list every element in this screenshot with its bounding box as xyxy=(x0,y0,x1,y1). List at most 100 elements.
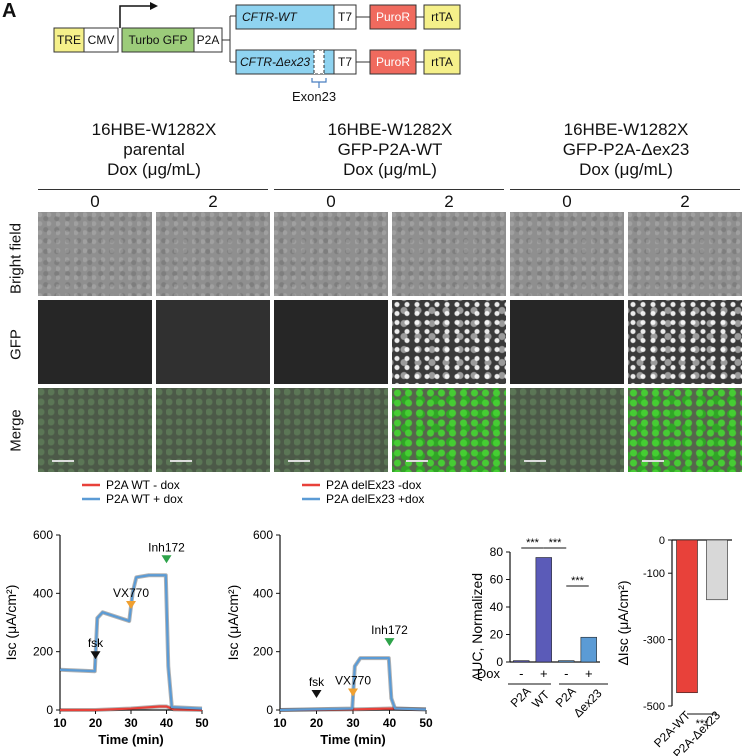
micrograph-merge xyxy=(392,388,506,472)
y-tick-label: 200 xyxy=(33,645,53,659)
y-tick-label: 80 xyxy=(490,545,504,559)
y-tick-label: 0 xyxy=(496,655,503,669)
y-tick-label: 200 xyxy=(253,645,273,659)
rtta-box-2 xyxy=(423,49,461,75)
micrograph-gfp xyxy=(628,300,742,384)
micrograph-gfp xyxy=(392,300,506,384)
x-tick-label: 40 xyxy=(160,716,174,730)
y-tick-label: 400 xyxy=(33,586,53,600)
micrograph-bf xyxy=(628,212,742,296)
group-label: P2A xyxy=(508,684,534,710)
micrograph-bf xyxy=(38,212,152,296)
annotation-arrow xyxy=(311,690,322,698)
x-tick-label: 10 xyxy=(53,716,67,730)
sig-label: *** xyxy=(549,537,563,549)
group-label: Δex23 xyxy=(571,686,605,720)
x-tick-label: 40 xyxy=(383,716,397,730)
x-tick-label: 10 xyxy=(273,716,287,730)
micrograph-merge xyxy=(274,388,388,472)
y-tick-label: 0 xyxy=(266,703,273,717)
row-label-bright-field: Bright field xyxy=(7,223,25,294)
header-divider-2 xyxy=(274,189,504,190)
bar xyxy=(513,660,530,663)
row-label-gfp: GFP xyxy=(7,329,25,360)
construct-diagram xyxy=(53,2,461,88)
y-tick-label: 600 xyxy=(253,528,273,542)
dox-sign: + xyxy=(585,666,593,681)
y-tick-label: 400 xyxy=(253,586,273,600)
series-line xyxy=(59,574,203,710)
y-tick-label: 0 xyxy=(46,703,53,717)
x-tick-label: 50 xyxy=(195,716,209,730)
scale-bar xyxy=(52,460,74,462)
puro-label-2: PuroR xyxy=(375,55,410,69)
t7-label-2: T7 xyxy=(337,55,352,69)
puro-box-1 xyxy=(369,4,417,30)
header-divider-1 xyxy=(38,189,268,190)
puro-label-1: PuroR xyxy=(375,10,410,24)
exon-gap xyxy=(313,49,325,75)
y-tick-label: 600 xyxy=(33,528,53,542)
y-axis-label: ΔIsc (μA/cm²) xyxy=(615,580,631,665)
cftr-del-label: CFTR-Δex23 xyxy=(240,55,311,69)
annotation-label: Inh172 xyxy=(371,623,408,637)
y-axis-label: AUC, Normalized xyxy=(469,573,485,681)
micrograph-merge xyxy=(38,388,152,472)
x-axis-label: Time (min) xyxy=(98,732,164,747)
rtta-box-1 xyxy=(423,4,461,30)
bar xyxy=(580,636,597,663)
bar xyxy=(706,539,728,601)
y-axis-label: Isc (μA/cm²) xyxy=(225,585,241,661)
dose-label: 0 xyxy=(326,192,336,211)
x-tick-label: 30 xyxy=(346,716,360,730)
annotation-arrow xyxy=(384,638,395,647)
t7-label-1: T7 xyxy=(337,10,352,24)
micrograph-merge xyxy=(628,388,742,472)
sig-label: *** xyxy=(526,537,540,549)
micrograph-gfp xyxy=(274,300,388,384)
x-tick-label: 30 xyxy=(124,716,138,730)
micrograph-gfp xyxy=(156,300,270,384)
y-tick-label: 60 xyxy=(490,573,504,587)
sig-label: *** xyxy=(696,718,710,730)
dose-label: 2 xyxy=(208,192,218,211)
scale-bar xyxy=(406,460,428,462)
annotation-label: fsk xyxy=(88,636,104,650)
p2a-label: P2A xyxy=(196,33,220,47)
x-axis-label: Time (min) xyxy=(320,732,386,747)
scale-bar xyxy=(170,460,192,462)
annotation-arrow xyxy=(348,688,358,697)
dose-label: 2 xyxy=(680,192,690,211)
micrograph-gfp xyxy=(510,300,624,384)
scale-bar xyxy=(642,460,664,462)
micrograph-bf xyxy=(392,212,506,296)
dox-label: Dox xyxy=(477,666,501,681)
dose-label: 0 xyxy=(90,192,100,211)
group-header-3: 16HBE-W1282X GFP-P2A-Δex23 Dox (μg/mL) xyxy=(562,120,690,179)
row-label-merge: Merge xyxy=(7,409,25,452)
micrograph-gfp xyxy=(38,300,152,384)
micrograph-merge xyxy=(510,388,624,472)
header-divider-3 xyxy=(510,189,740,190)
sig-label: *** xyxy=(571,575,585,587)
annotation-label: Inh172 xyxy=(148,540,185,554)
series-line xyxy=(279,656,427,712)
gfp-label: Turbo GFP xyxy=(128,33,188,47)
y-tick-label: 40 xyxy=(490,600,504,614)
dox-sign: - xyxy=(564,666,568,681)
micrograph-merge xyxy=(156,388,270,472)
exon-label: Exon23 xyxy=(292,89,337,104)
micrograph-bf xyxy=(274,212,388,296)
legend-label: P2A delEx23 +dox xyxy=(326,492,424,506)
annotation-arrow xyxy=(161,555,172,564)
bar xyxy=(535,557,552,663)
dose-label: 0 xyxy=(562,192,572,211)
legend-label: P2A WT + dox xyxy=(106,492,183,506)
cmv-label: CMV xyxy=(87,33,115,47)
bar xyxy=(676,539,698,694)
y-tick-label: -500 xyxy=(643,701,665,713)
y-tick-label: 0 xyxy=(659,535,665,547)
legend-label: P2A WT - dox xyxy=(106,480,180,492)
annotation-arrow xyxy=(126,601,136,610)
